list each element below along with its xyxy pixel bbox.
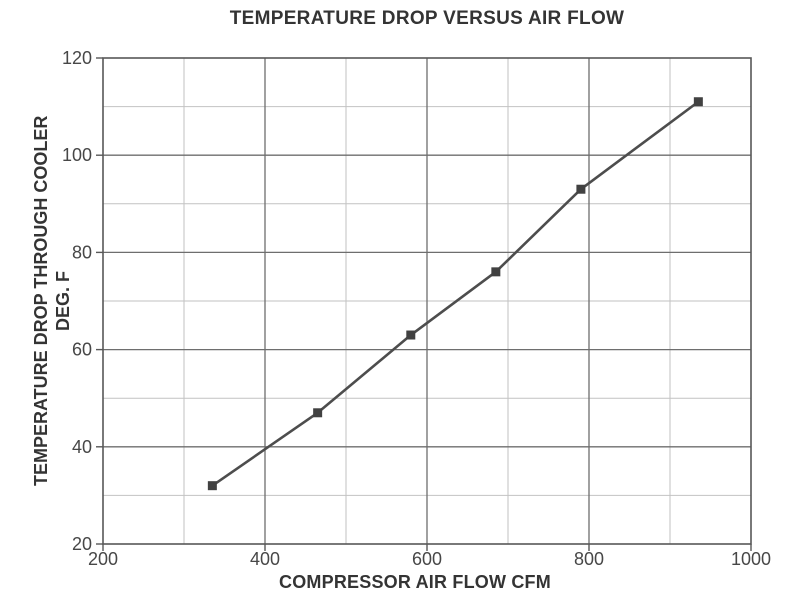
data-line bbox=[211, 100, 700, 487]
y-tick-label: 80 bbox=[72, 242, 92, 262]
x-tick-label: 200 bbox=[88, 549, 118, 569]
data-point-marker bbox=[576, 184, 586, 194]
x-tick-label: 800 bbox=[574, 549, 604, 569]
data-point-marker bbox=[491, 267, 501, 277]
chart-title: TEMPERATURE DROP VERSUS AIR FLOW bbox=[229, 8, 625, 29]
x-tick-label: 400 bbox=[250, 549, 280, 569]
x-tick-label: 1000 bbox=[731, 549, 771, 569]
y-tick-label: 20 bbox=[72, 534, 92, 554]
y-tick-label: 40 bbox=[72, 437, 92, 457]
data-point-marker bbox=[313, 408, 323, 418]
x-tick-label: 600 bbox=[412, 549, 442, 569]
data-point-marker bbox=[693, 97, 703, 107]
data-point-marker bbox=[406, 330, 416, 340]
y-tick-label: 60 bbox=[72, 340, 92, 360]
data-point-marker bbox=[207, 481, 217, 491]
x-axis-label: COMPRESSOR AIR FLOW CFM bbox=[279, 572, 551, 592]
y-tick-label: 120 bbox=[62, 48, 92, 68]
y-tick-label: 100 bbox=[62, 145, 92, 165]
